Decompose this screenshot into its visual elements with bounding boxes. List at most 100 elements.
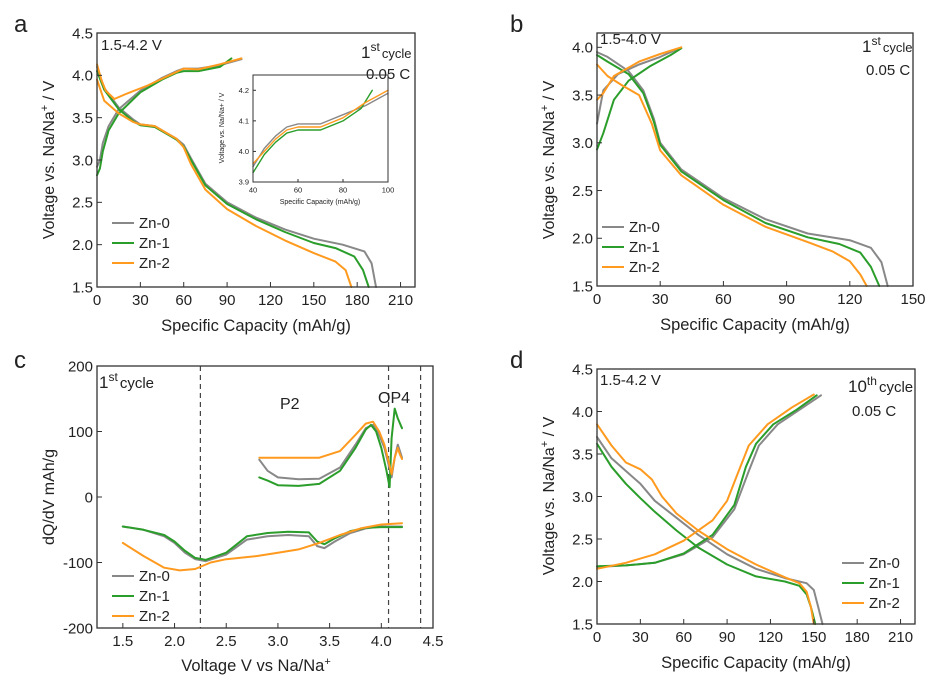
x-tick-label: 90 <box>778 291 795 308</box>
cycle-number: 1 <box>99 373 108 392</box>
x-tick-label: 1.5 <box>112 633 133 650</box>
y-tick-label: 4.2 <box>239 86 249 95</box>
y-tick-label: 3.0 <box>72 152 93 169</box>
y-axis-title-main: Voltage vs. Na/Na <box>541 111 558 239</box>
y-axis-title-unit: / V <box>41 80 58 104</box>
x-tick-label: 120 <box>837 291 862 308</box>
y-tick-label: 4.5 <box>572 361 593 378</box>
cycle-word: cycle <box>382 46 412 61</box>
x-tick-label: 150 <box>801 629 826 646</box>
y-axis-title-sup: + <box>539 105 551 111</box>
legend: Zn-0 Zn-1 Zn-2 <box>112 568 170 625</box>
x-tick-label: 210 <box>888 629 913 646</box>
x-tick-label: 30 <box>632 629 649 646</box>
y-tick-label: 4.5 <box>72 25 93 42</box>
y-axis-title-sup: + <box>539 441 551 447</box>
cycle-label: 10th cycle <box>848 374 913 396</box>
cycle-word: cycle <box>879 379 913 396</box>
series-line-zn1 <box>96 57 233 177</box>
y-tick-label: 3.5 <box>572 87 593 104</box>
y-tick-label: 4.0 <box>239 147 249 156</box>
x-tick-label: 0 <box>93 292 101 309</box>
x-tick-label: 30 <box>652 291 669 308</box>
x-tick-label: 3.5 <box>319 633 340 650</box>
legend: Zn-0 Zn-1 Zn-2 <box>842 555 900 612</box>
series-line-zn2 <box>121 522 403 572</box>
cycle-ordinal: st <box>370 40 380 54</box>
legend-label-zn1: Zn-1 <box>139 235 170 252</box>
y-tick-label: 3.0 <box>572 135 593 152</box>
y-tick-label: 4.1 <box>239 117 249 126</box>
rate-label: 0.05 C <box>852 403 896 420</box>
legend: Zn-0 Zn-1 Zn-2 <box>602 219 660 276</box>
x-tick-label: 210 <box>388 292 413 309</box>
y-tick-label: 0 <box>85 489 93 506</box>
rate-label: 0.05 C <box>866 62 910 79</box>
cycle-ordinal: st <box>108 370 118 384</box>
panel-c: c 1.5 2.0 2.5 3.0 3.5 4.0 4.5 -200 -100 0 100 200 1… <box>14 347 443 675</box>
legend-label-zn0: Zn-0 <box>139 215 170 232</box>
cycle-label: 1st cycle <box>99 370 154 392</box>
legend-label-zn1: Zn-1 <box>139 588 170 605</box>
series-line-zn0 <box>596 51 889 287</box>
phase-label-op4: OP4 <box>378 390 410 407</box>
legend-label-zn2: Zn-2 <box>139 608 170 625</box>
y-tick-label: 3.9 <box>239 178 249 187</box>
legend-label-zn2: Zn-2 <box>869 595 900 612</box>
x-axis-title: Specific Capacity (mAh/g) <box>661 654 851 672</box>
x-tick-label: 40 <box>249 186 257 195</box>
cycle-ordinal: st <box>871 34 881 48</box>
x-tick-label: 2.5 <box>216 633 237 650</box>
series-line-zn2 <box>258 420 403 476</box>
series-line-zn1 <box>596 54 881 287</box>
voltage-window-label: 1.5-4.2 V <box>101 37 162 54</box>
series-line-zn0 <box>596 436 824 625</box>
phase-label-p2: P2 <box>280 396 300 413</box>
x-axis-title-main: Voltage V vs Na/Na <box>181 657 325 675</box>
legend-label-zn0: Zn-0 <box>139 568 170 585</box>
legend-label-zn0: Zn-0 <box>869 555 900 572</box>
series-line-zn1 <box>96 70 370 288</box>
x-tick-label: 30 <box>132 292 149 309</box>
series-line-zn1 <box>596 442 817 625</box>
x-tick-label: 180 <box>345 292 370 309</box>
y-axis-title-main: Voltage vs. Na/Na <box>41 111 58 239</box>
x-tick-label: 60 <box>675 629 692 646</box>
x-tick-label: 90 <box>219 292 236 309</box>
series-line-zn0 <box>96 65 377 288</box>
x-tick-label: 90 <box>719 629 736 646</box>
legend-label-zn2: Zn-2 <box>139 255 170 272</box>
y-tick-label: 100 <box>68 424 93 441</box>
y-tick-label: 2.5 <box>572 183 593 200</box>
series-line-zn2 <box>96 57 243 100</box>
legend-label-zn2: Zn-2 <box>629 259 660 276</box>
y-tick-label: 1.5 <box>572 278 593 295</box>
voltage-window-label: 1.5-4.2 V <box>600 372 661 389</box>
panel-letter: a <box>14 11 28 38</box>
y-tick-label: 1.5 <box>572 616 593 633</box>
x-tick-label: 3.0 <box>267 633 288 650</box>
cycle-label: 1st cycle <box>361 40 411 62</box>
x-axis-title: Specific Capacity (mAh/g) <box>161 317 351 335</box>
series-line-zn0 <box>596 48 679 125</box>
cycle-label: 1st cycle <box>862 34 912 56</box>
cycle-number: 1 <box>361 43 370 62</box>
series-line-zn0 <box>121 525 403 563</box>
series-line-zn2 <box>96 78 353 288</box>
y-tick-label: 3.0 <box>572 489 593 506</box>
y-axis-title-sup: + <box>39 105 51 111</box>
y-tick-label: 2.5 <box>72 195 93 212</box>
y-axis-title: dQ/dV mAh/g <box>41 449 58 545</box>
x-axis-title: Specific Capacity (mAh/g) <box>660 316 850 334</box>
y-tick-label: 2.0 <box>72 237 93 254</box>
y-axis-title: Voltage vs. Na/Na+ / V <box>39 80 58 239</box>
x-tick-label: 2.0 <box>164 633 185 650</box>
series-line-zn1 <box>596 47 683 151</box>
series-line-zn2 <box>596 393 815 570</box>
x-tick-label: 180 <box>845 629 870 646</box>
panel-letter: d <box>510 347 523 374</box>
cycle-number: 1 <box>862 37 871 56</box>
x-tick-label: 60 <box>294 186 302 195</box>
series-line-zn2 <box>596 46 683 101</box>
cycle-number: 10 <box>848 377 867 396</box>
